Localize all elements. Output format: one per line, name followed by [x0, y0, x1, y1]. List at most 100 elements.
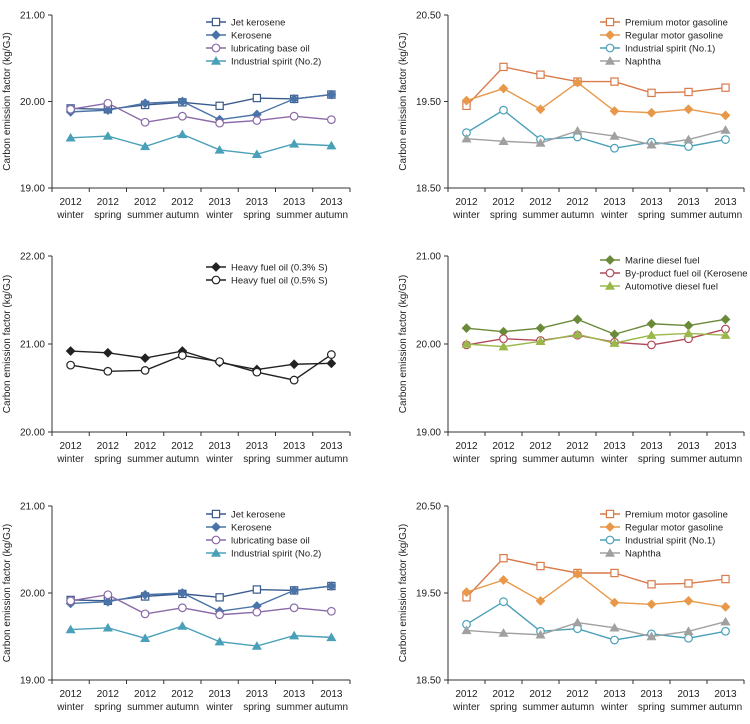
data-point [215, 101, 224, 111]
data-point [684, 633, 693, 643]
legend-marker [604, 56, 616, 65]
x-tick-label: 2013 [603, 197, 626, 208]
legend-marker [604, 281, 616, 290]
chart-panel-5: 19.00 20.00 21.00 2012 winter 2012 spring 2012 s… [2, 502, 351, 713]
data-point [535, 336, 546, 346]
data-point [140, 141, 151, 151]
x-tick-label: spring [638, 702, 665, 713]
data-point [721, 574, 730, 584]
x-tick-label: 2012 [455, 689, 478, 700]
x-tick-label: spring [638, 454, 665, 465]
data-point [498, 628, 509, 637]
y-tick-label: 20.00 [20, 428, 45, 439]
legend-label: Regular motor gasoline [625, 31, 723, 42]
data-point [720, 125, 731, 134]
x-tick-label: winter [56, 454, 84, 465]
legend-marker [605, 17, 615, 27]
x-tick-label: 2013 [320, 441, 343, 452]
x-tick-label: winter [452, 702, 480, 713]
series-line [70, 594, 332, 616]
data-point [461, 133, 472, 143]
data-point [289, 603, 299, 613]
x-tick-label: summer [276, 702, 313, 713]
legend-marker [210, 548, 222, 557]
series-line [70, 585, 332, 612]
data-point [215, 118, 225, 128]
legend-marker [211, 30, 221, 40]
legend-marker [605, 30, 615, 40]
x-tick-label: 2012 [566, 441, 589, 452]
x-tick-label: spring [490, 454, 517, 465]
data-point [720, 330, 731, 339]
x-tick-label: winter [56, 210, 84, 221]
series-automotive-diesel-fuel [461, 328, 731, 351]
y-axis-label: Carbon emission factor (kg/GJ) [2, 524, 13, 662]
data-point [177, 111, 187, 121]
data-point [535, 138, 546, 147]
legend-label: Regular motor gasoline [625, 523, 723, 534]
data-point [646, 599, 657, 610]
data-point [102, 622, 113, 632]
series-line [466, 109, 726, 149]
data-point [720, 602, 731, 612]
data-point [610, 635, 619, 645]
legend-entry: Jet kerosene [206, 510, 285, 521]
y-tick-label: 19.00 [416, 428, 441, 439]
x-tick-label: 2012 [60, 441, 83, 452]
legend-entry: Heavy fuel oil (0.3% S) [206, 262, 328, 274]
data-point [289, 94, 299, 104]
x-tick-label: autumn [315, 702, 348, 713]
series-line [466, 572, 726, 608]
data-point [251, 149, 262, 158]
data-point [610, 143, 619, 153]
x-tick-label: 2013 [714, 689, 737, 700]
data-point [65, 132, 76, 142]
data-point [647, 580, 656, 589]
y-axis-label: Carbon emission factor (kg/GJ) [398, 32, 409, 170]
x-tick-label: 2012 [97, 689, 120, 700]
y-axis-label: Carbon emission factor (kg/GJ) [398, 275, 409, 413]
x-tick-label: 2013 [246, 441, 269, 452]
data-point [684, 142, 693, 151]
data-point [683, 104, 694, 115]
data-point [646, 107, 657, 118]
y-tick-label: 21.00 [416, 252, 441, 263]
y-tick-label: 21.00 [20, 11, 45, 22]
legend-entry: Naphtha [600, 56, 662, 68]
data-point [103, 347, 113, 358]
data-point [499, 105, 508, 115]
y-tick-label: 19.00 [20, 184, 45, 195]
data-point [461, 95, 472, 106]
data-point [535, 595, 546, 606]
data-point [461, 339, 472, 348]
legend-entry: Premium motor gasoline [600, 18, 728, 29]
data-point [721, 83, 730, 92]
data-point [721, 626, 730, 636]
x-tick-label: 2013 [246, 689, 269, 700]
data-point [499, 553, 508, 563]
x-tick-label: summer [670, 210, 707, 221]
legend-marker [211, 43, 221, 53]
data-point [252, 607, 262, 617]
legend-label: lubricating base oil [231, 44, 310, 55]
chart-panel-4: 19.00 20.00 21.00 2012 winter 2012 spring 2012 s… [398, 252, 750, 466]
data-point [535, 323, 546, 334]
data-point [461, 323, 472, 334]
data-point [609, 106, 620, 116]
legend-label: Industrial spirit (No.2) [231, 549, 321, 560]
data-point [140, 633, 151, 642]
x-tick-label: 2013 [320, 197, 343, 208]
data-point [646, 330, 657, 339]
legend-entry: Heavy fuel oil (0.5% S) [206, 276, 328, 287]
y-axis-label: Carbon emission factor (kg/GJ) [2, 275, 13, 413]
chart-panel-2: 18.50 19.50 20.50 2012 winter 2012 spring 2012 s… [398, 11, 745, 221]
x-tick-label: 2013 [603, 441, 626, 452]
x-tick-label: autumn [561, 454, 594, 465]
legend-marker [211, 535, 221, 545]
data-point [572, 126, 583, 135]
data-point [498, 136, 509, 145]
y-tick-label: 21.00 [20, 340, 45, 351]
x-tick-label: 2013 [209, 689, 232, 700]
data-point [65, 624, 76, 634]
data-point [289, 359, 299, 370]
